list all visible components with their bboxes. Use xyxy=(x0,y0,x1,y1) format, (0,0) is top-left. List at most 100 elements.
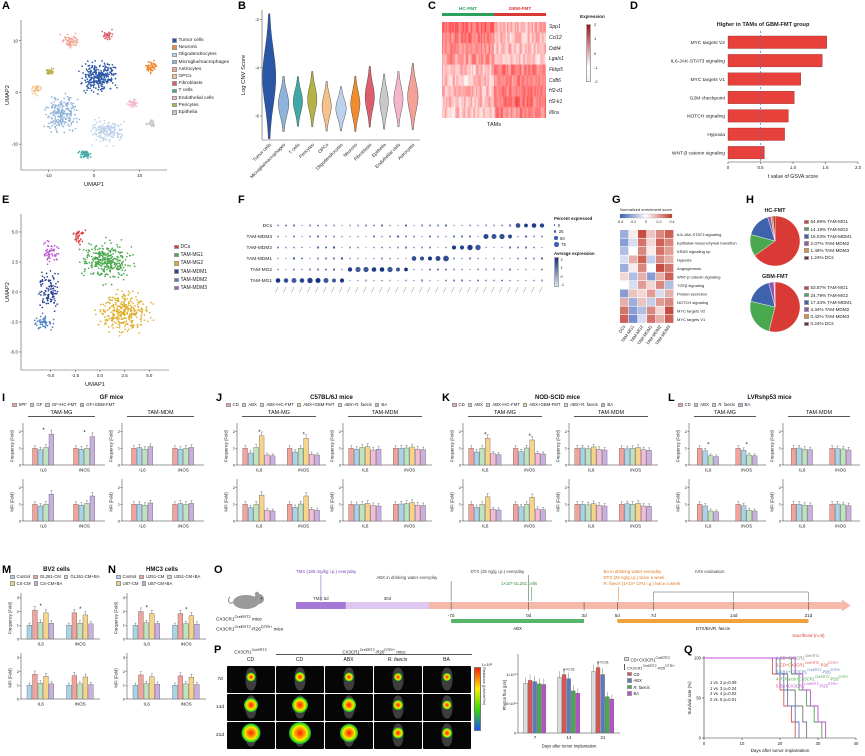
ivis-row-label: 7d xyxy=(217,676,223,682)
umap-point xyxy=(45,251,48,254)
umap-point xyxy=(42,325,44,328)
panel-label-I: I xyxy=(2,392,6,404)
umap-point xyxy=(134,98,137,101)
umap-point xyxy=(55,258,58,260)
panel-L-lvrshp53-mice: L LVRshp53 mice CD ABX R. faecis BA TAM-MG 0 1 2… xyxy=(668,392,863,564)
legend-item: U251-CM+BA xyxy=(167,574,200,580)
expression-dot xyxy=(499,233,505,240)
heatmap-cell xyxy=(638,298,647,306)
timeline-annotation: IVIS evaluation xyxy=(695,569,725,574)
umap-point xyxy=(102,284,105,286)
bar xyxy=(32,610,38,640)
umap-point xyxy=(120,266,122,269)
umap-point xyxy=(97,84,100,87)
bar xyxy=(264,454,270,465)
violin xyxy=(393,71,404,127)
umap-point xyxy=(54,272,56,275)
legend-label: TAM-MDM1 xyxy=(180,268,208,275)
umap-point xyxy=(127,294,130,296)
umap-point xyxy=(140,308,143,311)
radiance-scale-bar-wrap: Radiance (p/s/cm²/sr) xyxy=(474,667,500,731)
umap-point xyxy=(78,150,81,153)
umap-point xyxy=(114,126,116,128)
umap-point xyxy=(109,306,111,309)
umap-point xyxy=(60,103,62,106)
expression-dot xyxy=(405,235,407,238)
heatmap-cell xyxy=(638,264,647,272)
lvrshp53-charts: LVRshp53 mice CD ABX R. faecis BA TAM-MG 0 1 2 Fr… xyxy=(676,395,863,564)
bar xyxy=(393,447,399,465)
bar xyxy=(540,509,546,521)
umap-point xyxy=(117,125,120,127)
bar xyxy=(624,503,630,521)
umap-point xyxy=(134,309,136,312)
umap-point xyxy=(89,76,91,79)
umap-point xyxy=(59,120,62,122)
umap-point xyxy=(74,105,77,108)
umap-point xyxy=(65,103,67,106)
expression-dot xyxy=(485,268,487,271)
umap-point xyxy=(121,269,123,271)
bar xyxy=(524,503,530,521)
umap-point xyxy=(77,231,79,234)
umap-point xyxy=(129,101,132,104)
text-label: 0.5 xyxy=(757,165,764,170)
umap-point xyxy=(108,331,111,333)
gene-label: Ddit4 xyxy=(549,45,561,52)
umap-point xyxy=(130,310,133,313)
legend-swatch xyxy=(452,402,457,408)
umap-point xyxy=(125,320,128,323)
umap-point xyxy=(35,89,38,92)
expression-dot xyxy=(291,278,297,283)
bioluminescence-blob xyxy=(344,672,353,682)
umap-point xyxy=(142,303,144,305)
legend-item: CD xyxy=(627,672,675,677)
umap-point xyxy=(55,98,57,101)
bar xyxy=(314,509,320,521)
umap-point xyxy=(103,270,106,273)
umap-point xyxy=(130,246,133,248)
bar xyxy=(630,447,636,465)
legend-swatch xyxy=(804,241,809,246)
violin xyxy=(321,81,332,132)
text-label: 10 xyxy=(13,38,18,43)
legend-item: ABX xyxy=(467,402,483,408)
text-label: iNOS xyxy=(181,702,192,707)
text-label: IL6 xyxy=(256,523,263,528)
umap-point xyxy=(101,90,103,93)
umap-point xyxy=(121,264,124,266)
umap-point xyxy=(113,66,116,69)
text-label: Frequency (Fold) xyxy=(330,429,335,461)
bioluminescence-blob xyxy=(442,672,451,681)
text-label: * xyxy=(484,432,487,438)
umap-point xyxy=(106,72,109,74)
umap-point xyxy=(121,256,124,258)
umap-point xyxy=(119,313,122,316)
umap-point xyxy=(123,301,125,304)
umap-point xyxy=(112,314,115,317)
panel-I-gf-mice: I GF mice SPF GF GF+HC-FMT GF+GBM-FMT TAM-MG 0… xyxy=(2,392,213,564)
legend-item: Pericytes xyxy=(172,103,229,108)
umap-point xyxy=(116,316,118,318)
text-label: IL6 xyxy=(362,467,369,472)
legend-label: 1.48% TAM-MDM3 xyxy=(810,248,850,254)
bar xyxy=(404,447,410,465)
pvalue-label: 1 vs. 3 p=0.24 xyxy=(710,685,737,691)
umap-point xyxy=(45,106,48,109)
legend-item: Microglia/macrophages xyxy=(172,60,229,65)
umap-point xyxy=(126,305,128,308)
legend-swatch xyxy=(337,402,343,408)
text-label: 2 xyxy=(779,485,782,490)
umap-point xyxy=(78,261,81,264)
heatmap-cell xyxy=(629,306,638,315)
umap-point xyxy=(101,83,104,86)
expression-tick: -1 xyxy=(560,281,565,287)
umap-point xyxy=(118,305,121,307)
text-label: 0 xyxy=(727,165,730,170)
bar xyxy=(752,510,758,521)
umap-point xyxy=(49,249,51,252)
text-label: 1 xyxy=(339,501,342,506)
umap-point xyxy=(98,80,101,83)
